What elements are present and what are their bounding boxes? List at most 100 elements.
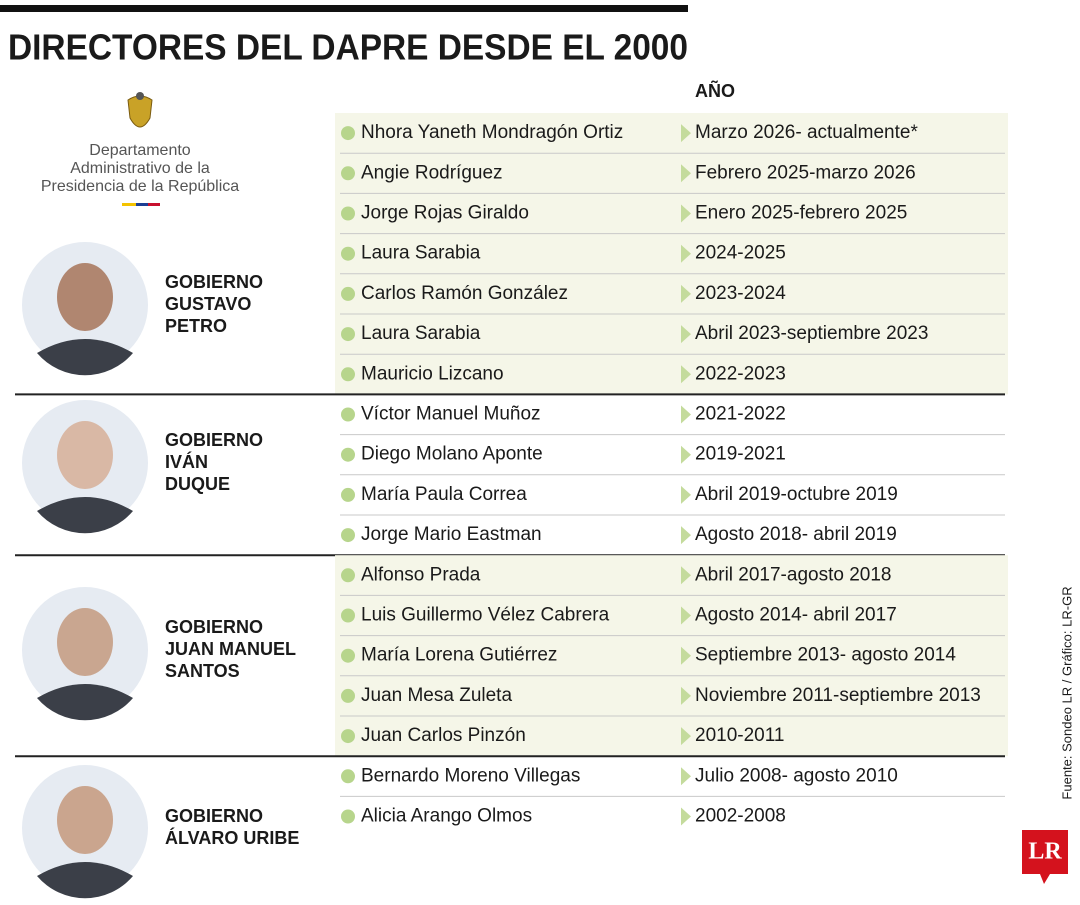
portrait-suit xyxy=(37,339,133,376)
director-name: Juan Carlos Pinzón xyxy=(361,725,526,746)
bullet xyxy=(341,809,355,824)
government-label: GOBIERNO xyxy=(165,430,263,450)
arrow xyxy=(681,284,691,303)
director-period: Agosto 2014- abril 2017 xyxy=(695,605,897,626)
government-label: GOBIERNO xyxy=(165,272,263,292)
director-period: 2019-2021 xyxy=(695,444,786,465)
government-label: IVÁN xyxy=(165,451,208,472)
bullet xyxy=(341,729,355,744)
director-period: 2002-2008 xyxy=(695,806,786,827)
director-period: Septiembre 2013- agosto 2014 xyxy=(695,645,956,666)
director-period: 2021-2022 xyxy=(695,404,786,425)
logo-line: Departamento xyxy=(89,142,190,159)
bullet xyxy=(341,367,355,382)
director-period: Abril 2017-agosto 2018 xyxy=(695,564,891,585)
group-background xyxy=(335,555,1008,757)
director-name: Alfonso Prada xyxy=(361,564,481,585)
top-bar xyxy=(0,5,688,12)
bullet xyxy=(341,286,355,301)
government-label: GOBIERNO xyxy=(165,806,263,826)
arrow xyxy=(681,807,691,826)
director-name: Alicia Arango Olmos xyxy=(361,806,532,827)
arrow xyxy=(681,686,691,705)
director-period: Agosto 2018- abril 2019 xyxy=(695,524,897,545)
arrow xyxy=(681,365,691,384)
director-name: Jorge Mario Eastman xyxy=(361,524,542,545)
director-name: Bernardo Moreno Villegas xyxy=(361,765,580,786)
bullet xyxy=(341,407,355,422)
government-label: GUSTAVO xyxy=(165,294,251,314)
bullet xyxy=(341,327,355,342)
director-period: 2010-2011 xyxy=(695,725,784,746)
portrait-face xyxy=(57,608,113,676)
director-period: Marzo 2026- actualmente* xyxy=(695,122,918,143)
brand-logo: LR xyxy=(1022,830,1068,884)
arrow xyxy=(681,646,691,665)
director-period: Abril 2023-septiembre 2023 xyxy=(695,323,928,344)
director-name: Carlos Ramón González xyxy=(361,283,568,304)
brand-text: LR xyxy=(1028,839,1062,865)
government-label: SANTOS xyxy=(165,661,240,681)
director-period: 2024-2025 xyxy=(695,243,786,264)
bullet xyxy=(341,246,355,261)
director-name: Angie Rodríguez xyxy=(361,162,503,183)
director-name: Víctor Manuel Muñoz xyxy=(361,404,541,425)
director-period: Febrero 2025-marzo 2026 xyxy=(695,162,916,183)
bullet xyxy=(341,206,355,221)
arrow xyxy=(681,526,691,545)
year-header: AÑO xyxy=(695,80,735,101)
government-label: DUQUE xyxy=(165,474,230,494)
arrow xyxy=(681,164,691,183)
director-name: María Paula Correa xyxy=(361,484,527,505)
arrow xyxy=(681,767,691,786)
director-name: Juan Mesa Zuleta xyxy=(361,685,512,706)
bullet xyxy=(341,608,355,623)
group-background xyxy=(335,113,1008,395)
bullet xyxy=(341,688,355,703)
director-period: Noviembre 2011-septiembre 2013 xyxy=(695,685,981,706)
director-period: 2022-2023 xyxy=(695,363,786,384)
director-name: María Lorena Gutiérrez xyxy=(361,645,557,666)
director-name: Laura Sarabia xyxy=(361,243,481,264)
portrait-face xyxy=(57,421,113,489)
director-name: Luis Guillermo Vélez Cabrera xyxy=(361,605,610,626)
bullet xyxy=(341,528,355,543)
brand-box xyxy=(1022,830,1068,884)
logo-line: Administrativo de la xyxy=(70,160,210,177)
coat-of-arms-top xyxy=(136,92,144,100)
logo-line: Presidencia de la República xyxy=(41,178,239,195)
logo xyxy=(122,92,160,206)
arrow xyxy=(681,405,691,424)
director-name: Jorge Rojas Giraldo xyxy=(361,203,529,224)
director-name: Diego Molano Aponte xyxy=(361,444,543,465)
coat-of-arms xyxy=(127,95,153,128)
arrow xyxy=(681,124,691,143)
arrow xyxy=(681,606,691,625)
flag-red xyxy=(148,203,160,206)
director-period: Enero 2025-febrero 2025 xyxy=(695,203,907,224)
bullet xyxy=(341,648,355,663)
arrow xyxy=(681,566,691,585)
director-period: Julio 2008- agosto 2010 xyxy=(695,765,898,786)
government-label: ÁLVARO URIBE xyxy=(165,827,299,848)
government-label: JUAN MANUEL xyxy=(165,639,296,659)
bullet xyxy=(341,769,355,784)
arrow xyxy=(681,204,691,223)
bullet xyxy=(341,166,355,181)
arrow xyxy=(681,244,691,263)
source: Fuente: Sondeo LR / Gráfico: LR-GR xyxy=(1059,586,1074,799)
arrow xyxy=(681,445,691,464)
arrow xyxy=(681,727,691,746)
bullet xyxy=(341,487,355,502)
portrait-suit xyxy=(37,684,133,721)
director-period: 2023-2024 xyxy=(695,283,786,304)
arrow xyxy=(681,325,691,344)
bullet xyxy=(341,447,355,462)
bullet xyxy=(341,568,355,583)
bullet xyxy=(341,126,355,141)
government-label: GOBIERNO xyxy=(165,617,263,637)
